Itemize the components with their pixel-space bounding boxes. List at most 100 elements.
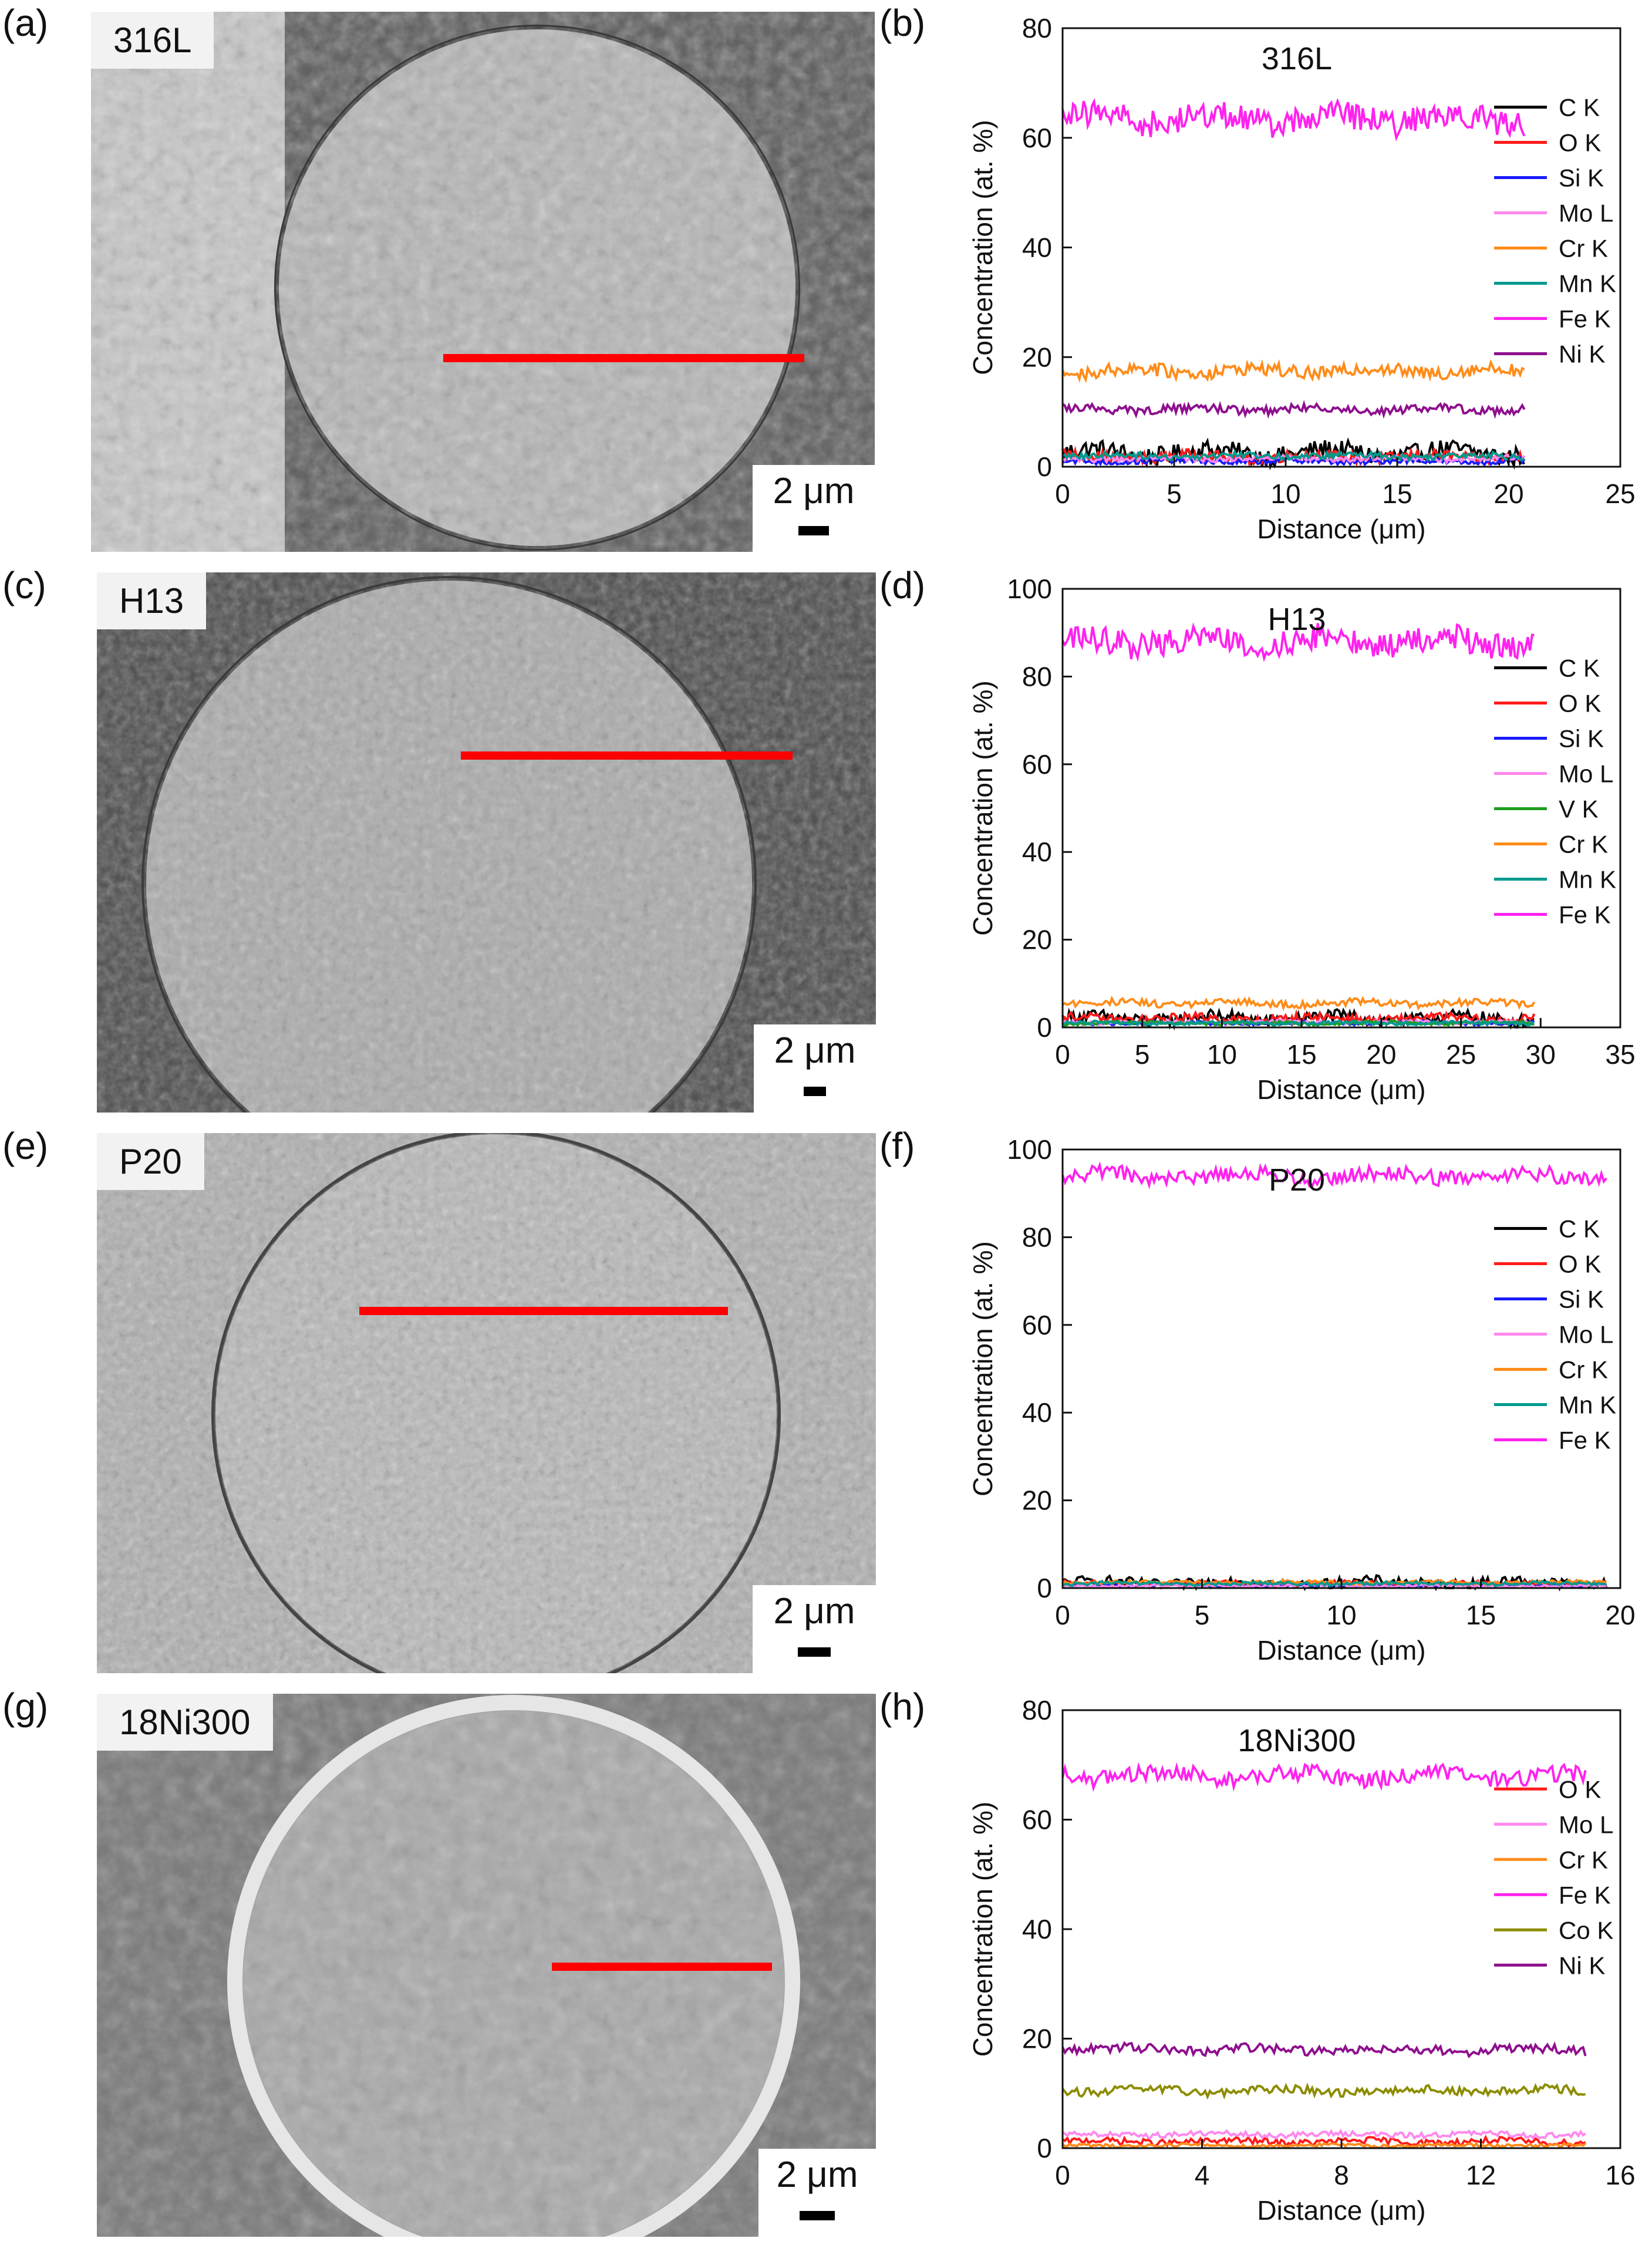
legend-label: Mo L	[1559, 199, 1613, 227]
chart-H13: 0 5 10 15 20 25 30 35 0 20 40 60 80 100 H13 Distance (μ…	[881, 561, 1652, 1121]
x-axis-label: Distance (μm)	[1257, 514, 1425, 544]
chart-title: P20	[1269, 1162, 1325, 1198]
y-tick-label: 40	[1022, 1397, 1052, 1428]
x-tick-label: 4	[1195, 2160, 1210, 2190]
series-line-nik	[1061, 2041, 1587, 2059]
x-tick-label: 12	[1466, 2160, 1496, 2190]
sem-texture	[97, 572, 876, 1113]
x-tick-label: 16	[1605, 2160, 1635, 2190]
scale-bar	[804, 1087, 826, 1096]
y-tick-label: 60	[1022, 1805, 1052, 1835]
panel-label-e: (e)	[2, 1125, 49, 1167]
sample-label: 316L	[91, 12, 214, 69]
x-tick-label: 20	[1493, 478, 1523, 509]
x-axis-label: Distance (μm)	[1257, 2195, 1425, 2226]
panel-label-g: (g)	[2, 1686, 49, 1728]
legend-label: Mn K	[1559, 865, 1616, 893]
y-axis-label: Concentration (at. %)	[967, 680, 998, 936]
y-tick-label: 80	[1022, 661, 1052, 692]
series-line-crk	[1061, 995, 1536, 1012]
sem-texture	[97, 1694, 876, 2237]
legend-label: Cr K	[1559, 1356, 1608, 1383]
series-line-crk	[1061, 359, 1525, 383]
legend-label: Mn K	[1559, 1391, 1616, 1418]
chart-P20: 0 5 10 15 20 0 20 40 60 80 100 P20 Distance (μm) Conc…	[881, 1121, 1652, 1682]
y-tick-label: 80	[1022, 1695, 1052, 1725]
x-tick-label: 20	[1605, 1600, 1635, 1630]
x-axis-label: Distance (μm)	[1257, 1074, 1425, 1105]
chart-svg: 0 5 10 15 20 25 0 20 40 60 80 316L Distance (μm) Conc…	[967, 13, 1636, 544]
series-line-crk	[1061, 2141, 1586, 2149]
series-line-mol	[1061, 452, 1526, 465]
panel-label-f: (f)	[879, 1125, 915, 1167]
y-tick-label: 100	[1007, 1134, 1052, 1165]
x-tick-label: 5	[1135, 1039, 1150, 1070]
y-tick-label: 80	[1022, 13, 1052, 43]
series-line-mnk	[1062, 1579, 1607, 1588]
y-tick-label: 0	[1037, 451, 1052, 482]
y-tick-label: 60	[1022, 749, 1052, 780]
y-tick-label: 0	[1037, 2133, 1052, 2163]
legend-label: Si K	[1559, 724, 1604, 752]
chart-svg: 0 5 10 15 20 0 20 40 60 80 100 P20 Distance (μm) Conc…	[967, 1134, 1636, 1666]
legend-label: Ni K	[1559, 1951, 1605, 1979]
legend-label: Fe K	[1559, 1426, 1611, 1454]
legend-label: Cr K	[1559, 830, 1608, 858]
y-tick-label: 40	[1022, 1914, 1052, 1944]
panel-label-d: (d)	[879, 564, 926, 606]
panel-label-c: (c)	[2, 564, 46, 606]
legend-label: Mo L	[1559, 760, 1613, 787]
scale-bar-text: 2 μm	[773, 1591, 855, 1631]
series-line-mnk	[1062, 449, 1525, 463]
panel-label-a: (a)	[2, 2, 49, 44]
series-line-fek	[1061, 1762, 1587, 1792]
x-tick-label: 10	[1270, 478, 1300, 509]
sem-image-316L: 316L 2 μm	[91, 12, 875, 552]
chart-18Ni300: 0 4 8 12 16 0 20 40 60 80 18Ni300 Distance (μm) Conc…	[881, 1682, 1652, 2242]
x-tick-label: 35	[1605, 1039, 1635, 1070]
legend-label: Fe K	[1559, 1881, 1611, 1909]
x-tick-label: 5	[1195, 1600, 1210, 1630]
y-axis-label: Concentration (at. %)	[967, 120, 998, 375]
x-tick-label: 0	[1055, 2160, 1070, 2190]
legend-label: Mn K	[1559, 269, 1616, 297]
y-axis-label: Concentration (at. %)	[967, 1241, 998, 1496]
scale-bar-box: 2 μm	[753, 465, 875, 552]
scale-bar	[798, 526, 829, 535]
y-axis-label: Concentration (at. %)	[967, 1802, 998, 2057]
sample-label: H13	[97, 572, 207, 629]
series-line-cok	[1061, 2082, 1586, 2100]
scale-bar-box: 2 μm	[754, 1024, 876, 1113]
y-tick-label: 40	[1022, 232, 1052, 263]
x-tick-label: 10	[1207, 1039, 1237, 1070]
panel-label-b: (b)	[879, 2, 926, 44]
y-tick-label: 60	[1022, 123, 1052, 153]
legend-label: Cr K	[1559, 234, 1608, 262]
legend-label: Cr K	[1559, 1846, 1608, 1873]
series-line-fek	[1061, 1161, 1607, 1189]
legend-label: Mo L	[1559, 1811, 1613, 1838]
x-axis-label: Distance (μm)	[1257, 1635, 1425, 1666]
series-line-ok	[1062, 2135, 1586, 2149]
legend-label: C K	[1559, 1215, 1600, 1242]
x-tick-label: 15	[1466, 1600, 1496, 1630]
scale-bar	[798, 1647, 831, 1657]
legend-label: C K	[1559, 654, 1600, 682]
scale-bar	[800, 2211, 835, 2220]
legend-label: Si K	[1559, 1285, 1604, 1313]
plot-frame	[1061, 588, 1621, 1029]
x-tick-label: 8	[1334, 2160, 1349, 2190]
legend-label: O K	[1559, 1775, 1601, 1803]
sem-image-18Ni300: 18Ni300 2 μm	[97, 1694, 876, 2237]
x-tick-label: 0	[1055, 478, 1070, 509]
legend-label: Si K	[1559, 164, 1604, 191]
x-tick-label: 5	[1166, 478, 1182, 509]
y-tick-label: 0	[1037, 1012, 1052, 1043]
y-tick-label: 100	[1007, 574, 1052, 604]
sem-image-P20: P20 2 μm	[97, 1133, 876, 1673]
x-tick-label: 30	[1526, 1039, 1556, 1070]
sample-label: P20	[97, 1133, 204, 1190]
chart-title: H13	[1267, 602, 1326, 637]
x-tick-label: 15	[1287, 1039, 1317, 1070]
x-tick-label: 0	[1055, 1039, 1070, 1070]
